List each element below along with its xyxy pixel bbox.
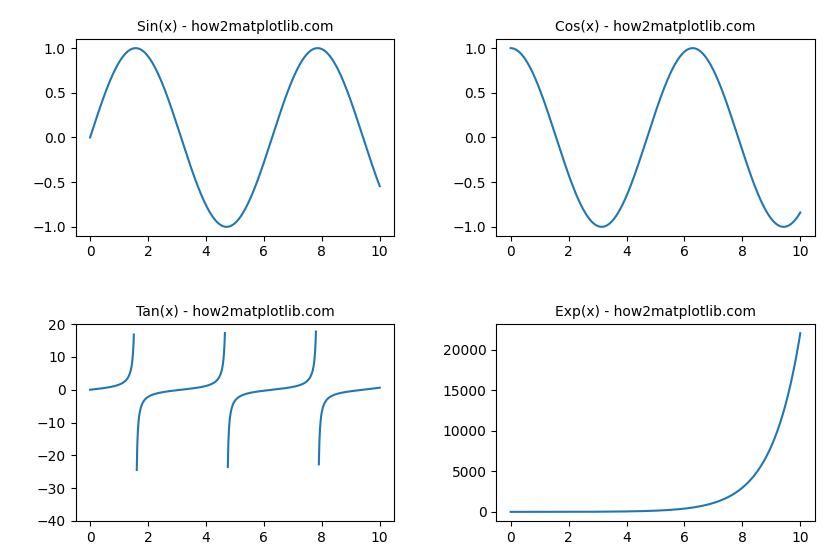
Title: Sin(x) - how2matplotlib.com: Sin(x) - how2matplotlib.com — [137, 20, 333, 34]
Title: Exp(x) - how2matplotlib.com: Exp(x) - how2matplotlib.com — [555, 305, 756, 319]
Title: Tan(x) - how2matplotlib.com: Tan(x) - how2matplotlib.com — [135, 305, 334, 319]
Title: Cos(x) - how2matplotlib.com: Cos(x) - how2matplotlib.com — [555, 20, 756, 34]
